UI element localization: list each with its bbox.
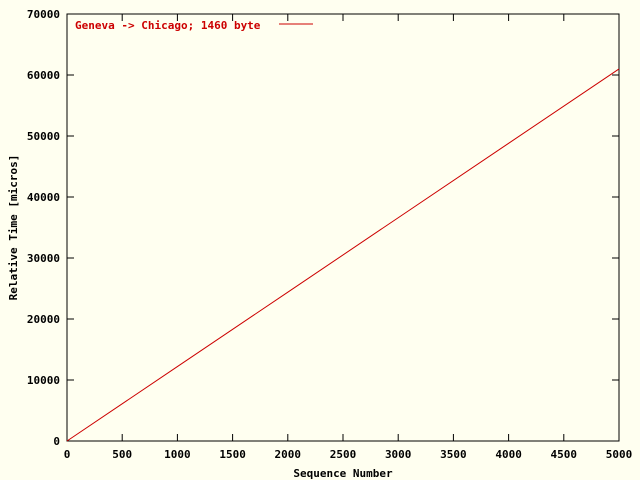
x-tick-label: 4500 — [551, 448, 578, 461]
x-tick-label: 4000 — [495, 448, 522, 461]
x-tick-label: 0 — [64, 448, 71, 461]
y-tick-label: 0 — [53, 435, 60, 448]
plot-area — [66, 13, 620, 442]
x-tick-label: 3500 — [440, 448, 467, 461]
legend: Geneva -> Chicago; 1460 byte — [75, 19, 313, 32]
ticks — [66, 13, 620, 442]
x-tick-label: 5000 — [606, 448, 633, 461]
x-tick-label: 2000 — [275, 448, 302, 461]
y-axis-label: Relative Time [micros] — [7, 155, 20, 301]
x-tick-label: 2500 — [330, 448, 357, 461]
y-tick-label: 70000 — [27, 8, 60, 21]
y-tick-label: 10000 — [27, 374, 60, 387]
legend-label: Geneva -> Chicago; 1460 byte — [75, 19, 261, 32]
y-tick-label: 50000 — [27, 130, 60, 143]
series-line — [66, 68, 620, 442]
tick-labels: 0 500 1000 1500 2000 2500 3000 3500 4000 4500 5000… — [27, 8, 632, 461]
y-tick-label: 40000 — [27, 191, 60, 204]
series-layer — [66, 68, 620, 442]
y-tick-label: 60000 — [27, 69, 60, 82]
x-tick-label: 3000 — [385, 448, 412, 461]
y-tick-label: 30000 — [27, 252, 60, 265]
x-tick-label: 500 — [112, 448, 132, 461]
x-axis-label: Sequence Number — [293, 467, 393, 480]
y-tick-label: 20000 — [27, 313, 60, 326]
x-tick-label: 1000 — [164, 448, 191, 461]
x-tick-label: 1500 — [219, 448, 246, 461]
